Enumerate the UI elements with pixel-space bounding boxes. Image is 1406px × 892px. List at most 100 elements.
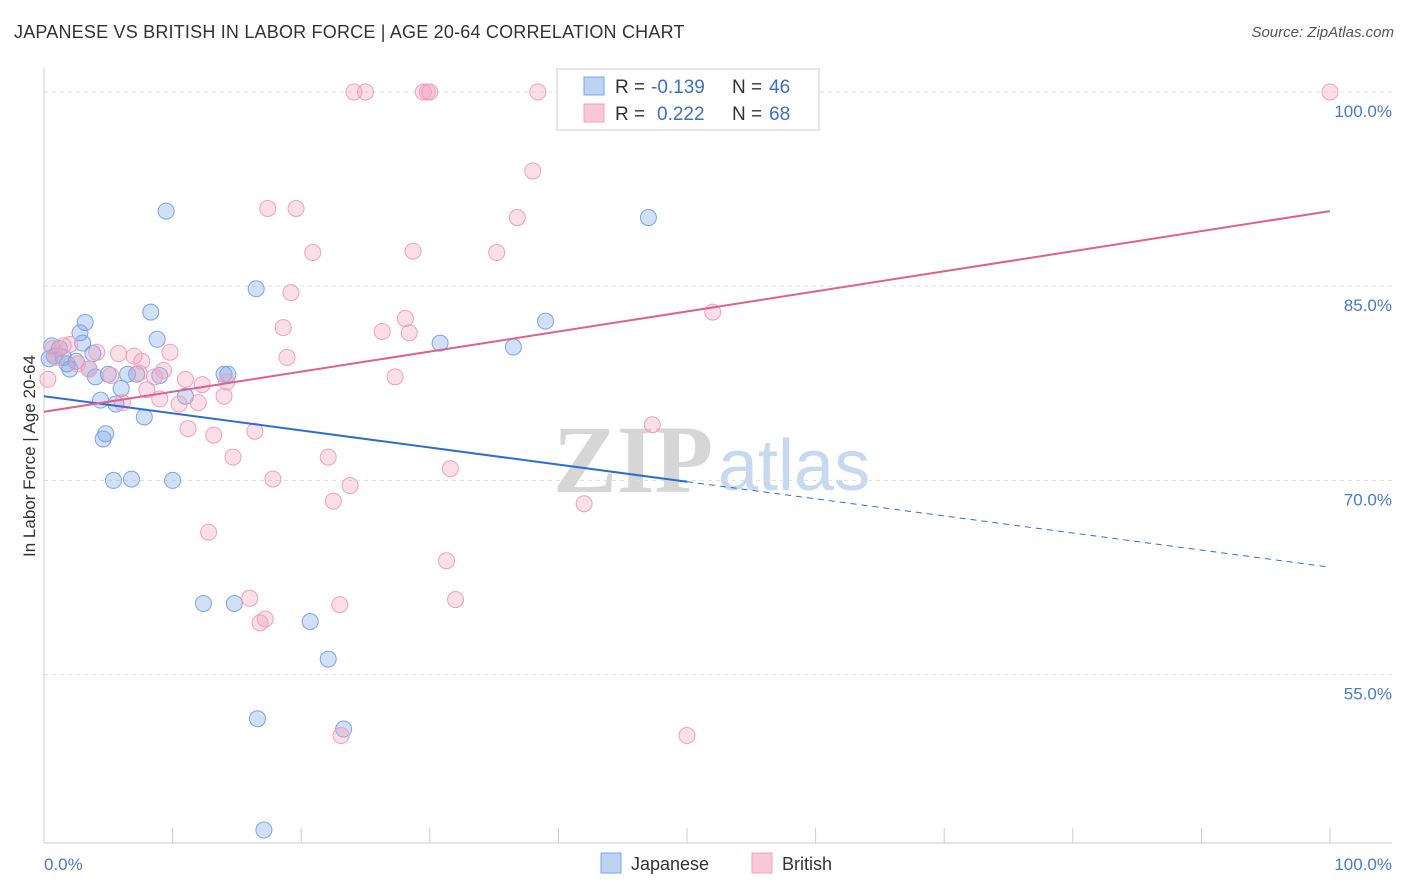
british-point-30 — [246, 422, 264, 440]
japanese-point-26 — [148, 330, 166, 348]
british-point-44 — [341, 477, 359, 495]
legend-swatch-japanese — [583, 76, 605, 96]
japanese-point-14 — [92, 391, 110, 409]
correlation-legend: R = -0.139 N = 46 R = 0.222 N = 68 — [556, 68, 820, 131]
japanese-point-18 — [104, 471, 122, 489]
british-point-17 — [155, 361, 173, 379]
british-point-32 — [256, 610, 274, 628]
japanese-points — [40, 202, 657, 839]
japanese-point-8 — [71, 324, 89, 342]
y-tick-label-3: 100.0% — [1334, 102, 1392, 121]
legend-r-value-japanese: -0.139 — [651, 77, 705, 98]
british-point-51 — [404, 242, 422, 260]
british-point-3 — [54, 337, 72, 355]
japanese-point-24 — [135, 408, 153, 426]
british-point-15 — [146, 368, 164, 386]
british-point-25 — [205, 426, 223, 444]
british-point-19 — [170, 395, 188, 413]
chart-source: Source: ZipAtlas.com — [1251, 24, 1394, 41]
british-point-9 — [110, 345, 128, 363]
trend-lines — [43, 210, 1331, 568]
british-point-34 — [264, 470, 282, 488]
y-tick-label-1: 70.0% — [1344, 490, 1392, 509]
japanese-point-25 — [142, 303, 160, 321]
british-point-56 — [441, 460, 459, 478]
british-point-49 — [396, 310, 414, 328]
british-point-33 — [259, 199, 277, 217]
x-ticks — [43, 828, 1331, 843]
japanese-point-35 — [247, 280, 265, 298]
british-point-14 — [138, 381, 156, 399]
japanese-trend-solid — [43, 395, 688, 483]
british-point-18 — [161, 343, 179, 361]
british-point-50 — [400, 324, 418, 342]
legend-r-label-japanese: R = — [615, 77, 645, 98]
british-point-43 — [332, 727, 350, 745]
japanese-point-31 — [194, 594, 212, 612]
british-point-46 — [357, 83, 374, 101]
british-point-59 — [508, 209, 526, 227]
watermark-atlas: atlas — [718, 426, 870, 506]
legend-swatch-british — [583, 103, 605, 123]
british-trend — [43, 210, 1331, 413]
british-point-66 — [1321, 83, 1339, 101]
gridlines — [44, 91, 1392, 676]
japanese-point-10 — [76, 313, 94, 331]
british-point-60 — [524, 162, 542, 180]
japanese-point-39 — [319, 650, 337, 668]
british-point-55 — [438, 552, 456, 570]
british-point-36 — [278, 348, 296, 366]
british-point-23 — [193, 376, 211, 394]
japanese-point-16 — [97, 425, 115, 443]
british-point-35 — [274, 319, 292, 337]
japanese-point-42 — [504, 338, 522, 356]
series-legend: Japanese British — [600, 852, 832, 874]
british-point-48 — [386, 368, 404, 386]
british-point-54 — [421, 83, 439, 101]
legend-r-value-british: 0.222 — [657, 104, 705, 125]
bottom-legend-label-british: British — [782, 854, 832, 874]
japanese-point-22 — [122, 470, 140, 488]
british-point-58 — [488, 244, 506, 262]
british-point-29 — [241, 589, 259, 607]
legend-r-label-british: R = — [615, 104, 645, 125]
japanese-point-38 — [301, 613, 319, 631]
legend-n-value-japanese: 46 — [769, 77, 790, 98]
y-tick-labels: 55.0% 70.0% 85.0% 100.0% — [1334, 102, 1392, 704]
british-point-62 — [575, 495, 593, 513]
legend-n-label-british: N = — [732, 104, 762, 125]
japanese-point-20 — [112, 379, 130, 397]
british-point-40 — [319, 448, 337, 466]
y-axis-label: In Labor Force | Age 20-64 — [20, 355, 39, 557]
british-point-24 — [200, 523, 218, 541]
british-point-1 — [44, 339, 62, 357]
watermark-zip: ZIP — [553, 406, 713, 513]
japanese-point-29 — [164, 471, 182, 489]
chart-title: JAPANESE VS BRITISH IN LABOR FORCE | AGE… — [14, 22, 685, 42]
british-point-39 — [304, 244, 322, 262]
bottom-legend-swatch-british — [751, 852, 773, 874]
y-tick-label-0: 55.0% — [1344, 685, 1392, 704]
british-point-8 — [102, 367, 120, 385]
y-tick-label-2: 85.0% — [1344, 296, 1392, 315]
japanese-point-36 — [248, 710, 266, 728]
japanese-point-28 — [157, 202, 175, 220]
british-point-28 — [224, 448, 242, 466]
british-point-38 — [287, 199, 305, 217]
british-point-4 — [61, 335, 79, 353]
british-point-47 — [373, 323, 391, 341]
legend-n-label-japanese: N = — [732, 77, 762, 98]
japanese-point-34 — [225, 594, 243, 612]
japanese-point-9 — [74, 334, 92, 352]
japanese-point-41 — [431, 334, 449, 352]
bottom-legend-label-japanese: Japanese — [631, 854, 709, 874]
british-point-7 — [88, 343, 106, 361]
british-point-52 — [414, 83, 432, 101]
x-tick-label-min: 0.0% — [44, 855, 83, 874]
japanese-point-37 — [255, 821, 273, 839]
british-points — [39, 83, 1339, 745]
british-point-57 — [447, 591, 465, 609]
british-point-37 — [282, 284, 300, 302]
x-tick-label-max: 100.0% — [1334, 855, 1392, 874]
british-point-42 — [331, 596, 349, 614]
